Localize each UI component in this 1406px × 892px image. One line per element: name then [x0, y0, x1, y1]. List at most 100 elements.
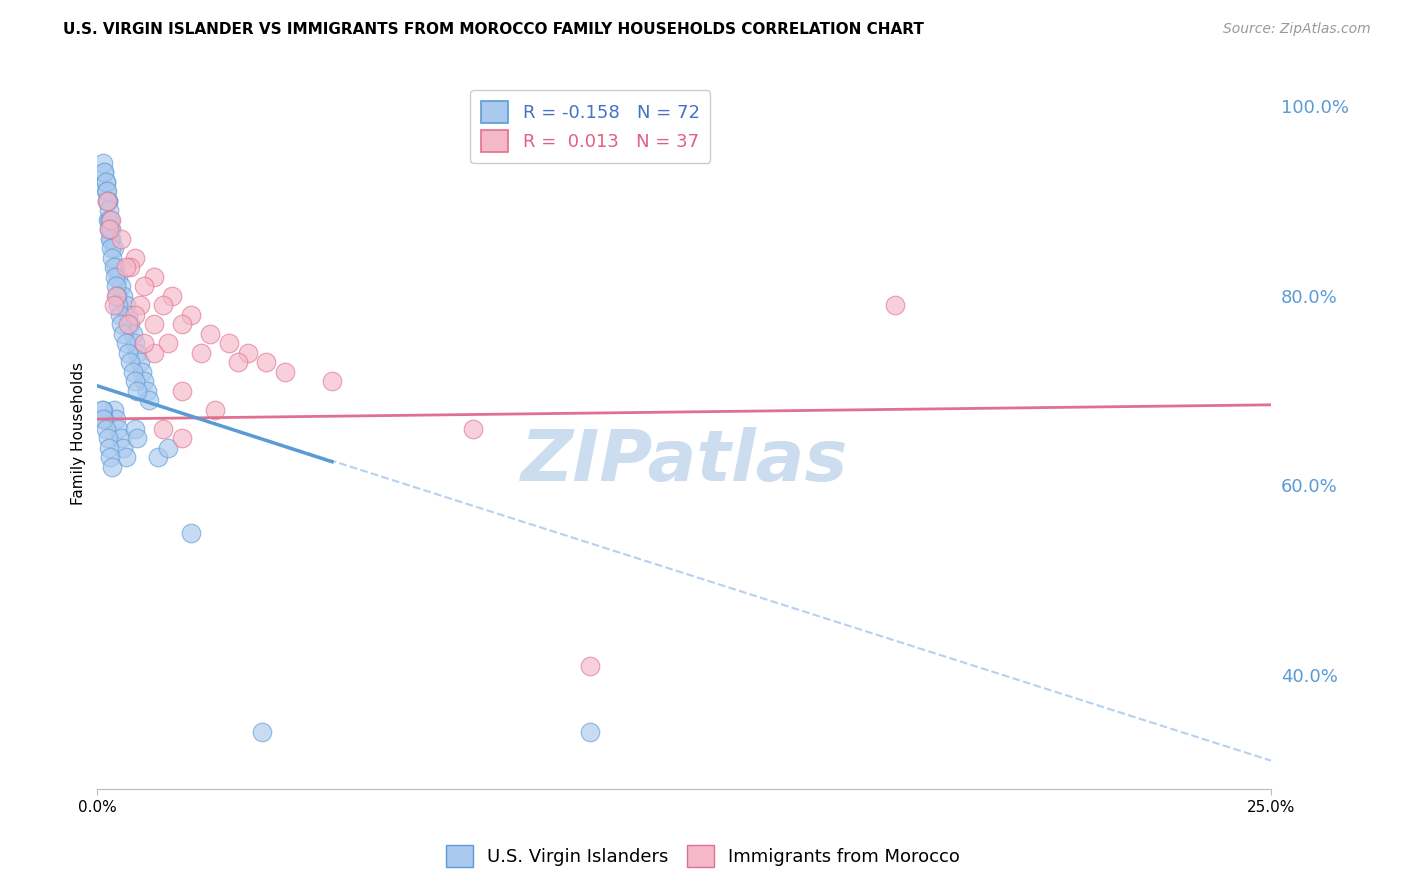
Point: [96, 194, 118, 208]
Point: [274, 365, 297, 379]
Point: [110, 431, 132, 445]
Point: [170, 317, 193, 331]
Point: [100, 232, 122, 246]
Point: [101, 459, 124, 474]
Point: [218, 336, 240, 351]
Point: [101, 251, 124, 265]
Point: [103, 260, 125, 275]
Point: [105, 288, 128, 302]
Point: [100, 222, 122, 236]
Point: [91, 402, 114, 417]
Point: [134, 279, 156, 293]
Point: [134, 374, 156, 388]
Point: [98, 441, 121, 455]
Legend: U.S. Virgin Islanders, Immigrants from Morocco: U.S. Virgin Islanders, Immigrants from M…: [439, 838, 967, 874]
Point: [110, 317, 132, 331]
Point: [97, 194, 120, 208]
Point: [884, 298, 907, 312]
Point: [142, 269, 165, 284]
Point: [117, 317, 139, 331]
Point: [96, 184, 118, 198]
Point: [131, 365, 153, 379]
Point: [198, 326, 221, 341]
Point: [254, 355, 277, 369]
Point: [97, 212, 120, 227]
Point: [103, 241, 125, 255]
Point: [114, 298, 136, 312]
Point: [135, 384, 157, 398]
Point: [100, 450, 122, 464]
Point: [127, 384, 149, 398]
Point: [107, 298, 129, 312]
Point: [112, 441, 135, 455]
Point: [190, 345, 212, 359]
Point: [93, 412, 115, 426]
Point: [91, 412, 114, 426]
Point: [98, 222, 121, 236]
Point: [170, 384, 193, 398]
Point: [114, 450, 136, 464]
Point: [94, 421, 117, 435]
Point: [105, 412, 128, 426]
Point: [127, 345, 149, 359]
Point: [98, 203, 121, 218]
Point: [204, 402, 226, 417]
Point: [124, 421, 146, 435]
Y-axis label: Family Households: Family Households: [72, 362, 86, 505]
Point: [124, 251, 146, 265]
Point: [152, 421, 174, 435]
Point: [94, 175, 117, 189]
Point: [105, 279, 128, 293]
Text: Source: ZipAtlas.com: Source: ZipAtlas.com: [1223, 22, 1371, 37]
Point: [128, 355, 150, 369]
Point: [138, 393, 160, 408]
Point: [117, 345, 139, 359]
Point: [152, 298, 174, 312]
Point: [124, 308, 146, 322]
Point: [105, 288, 128, 302]
Point: [98, 222, 121, 236]
Point: [120, 260, 142, 275]
Point: [170, 431, 193, 445]
Point: [98, 212, 121, 227]
Point: [93, 165, 115, 179]
Point: [579, 658, 602, 673]
Point: [226, 355, 249, 369]
Point: [100, 212, 122, 227]
Point: [104, 269, 127, 284]
Point: [112, 288, 135, 302]
Point: [250, 725, 273, 739]
Point: [124, 336, 146, 351]
Point: [461, 421, 484, 435]
Point: [156, 336, 179, 351]
Point: [142, 345, 165, 359]
Point: [321, 374, 343, 388]
Point: [236, 345, 259, 359]
Point: [128, 298, 150, 312]
Point: [117, 308, 139, 322]
Point: [91, 156, 114, 170]
Point: [107, 269, 129, 284]
Point: [103, 298, 125, 312]
Point: [103, 402, 125, 417]
Point: [121, 326, 143, 341]
Point: [156, 441, 179, 455]
Point: [142, 317, 165, 331]
Point: [96, 194, 118, 208]
Point: [120, 317, 142, 331]
Point: [180, 308, 202, 322]
Point: [94, 175, 117, 189]
Point: [100, 212, 122, 227]
Point: [114, 260, 136, 275]
Point: [120, 355, 142, 369]
Point: [114, 336, 136, 351]
Text: U.S. VIRGIN ISLANDER VS IMMIGRANTS FROM MOROCCO FAMILY HOUSEHOLDS CORRELATION CH: U.S. VIRGIN ISLANDER VS IMMIGRANTS FROM …: [63, 22, 924, 37]
Point: [162, 288, 184, 302]
Point: [100, 241, 122, 255]
Point: [134, 336, 156, 351]
Point: [180, 525, 202, 540]
Text: ZIPatlas: ZIPatlas: [520, 427, 848, 496]
Point: [97, 194, 120, 208]
Point: [108, 308, 131, 322]
Point: [579, 725, 602, 739]
